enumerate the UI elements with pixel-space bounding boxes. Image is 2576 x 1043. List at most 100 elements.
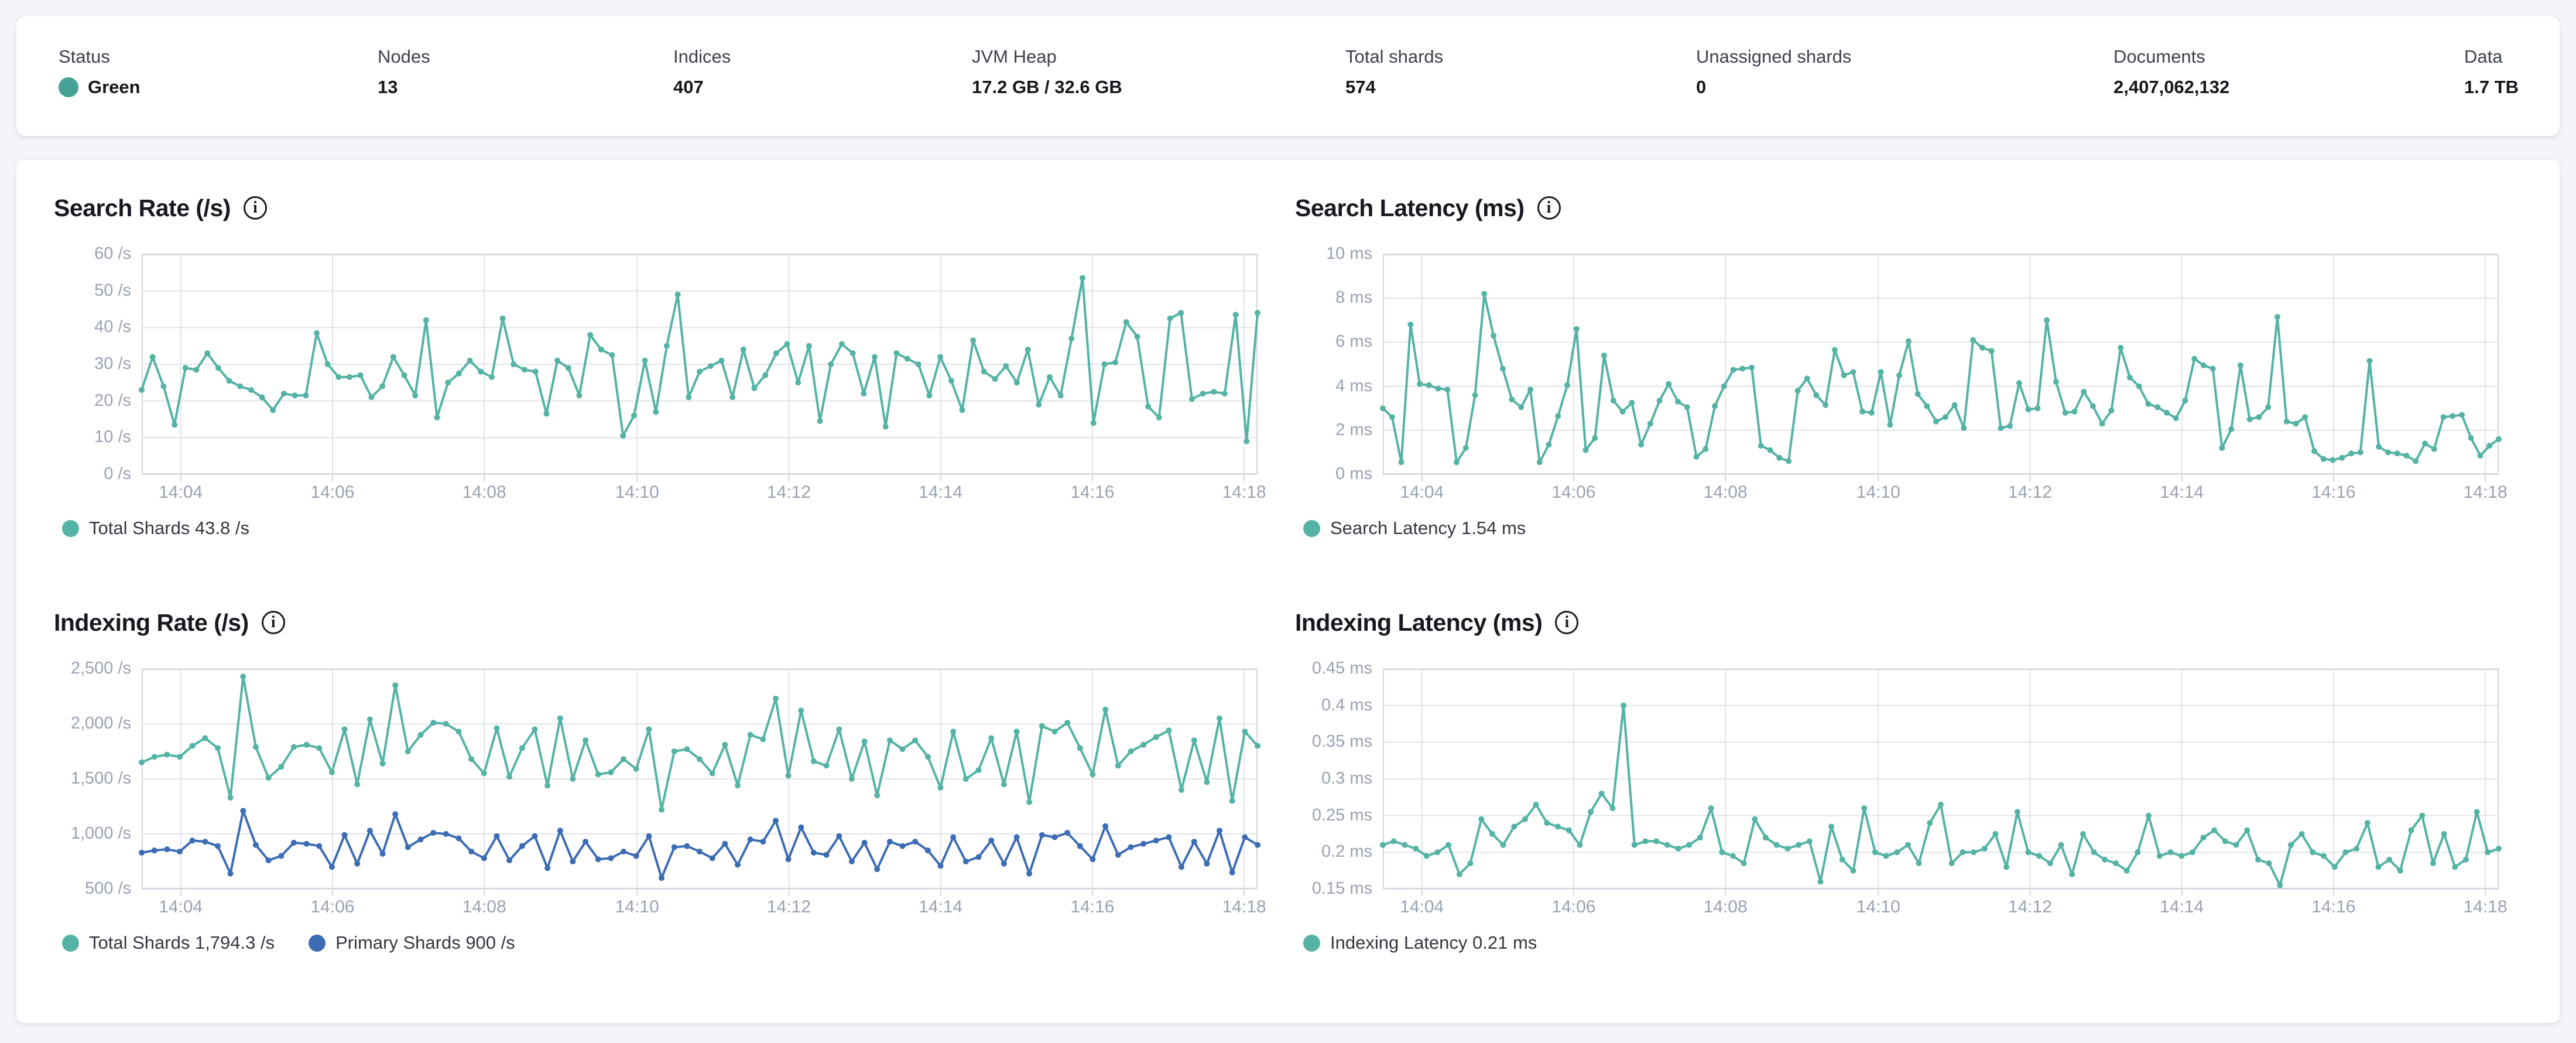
x-axis-label: 14:12 (2008, 897, 2053, 917)
x-axis-label: 14:10 (615, 483, 659, 502)
x-axis-label: 14:18 (1222, 897, 1266, 917)
legend-item-indexing-latency[interactable]: Indexing Latency 0.21 ms (1303, 932, 1537, 953)
y-axis-label: 30 /s (94, 354, 131, 373)
y-axis-label: 8 ms (1335, 288, 1372, 307)
metrics-panel: Search Rate (/s) i 0 /s 10 /s 20 /s 30 /s 40… (16, 160, 2560, 1023)
y-axis-label: 1,500 /s (70, 768, 131, 788)
y-axis-label: 0.35 ms (1311, 732, 1372, 751)
stat-value: 407 (673, 76, 731, 98)
stat-label: Total shards (1345, 46, 1444, 67)
x-axis-label: 14:04 (159, 897, 203, 917)
chart-plot[interactable] (1380, 668, 2502, 896)
legend-item-search-latency[interactable]: Search Latency 1.54 ms (1303, 518, 1526, 539)
y-axis-label: 0.3 ms (1321, 768, 1372, 788)
chart-title: Search Latency (ms) (1295, 194, 1525, 221)
legend-item-primary-shards[interactable]: Primary Shards 900 /s (309, 932, 515, 953)
stat-value-text: 0 (1696, 77, 1707, 97)
chart-title: Search Rate (/s) (54, 194, 231, 221)
legend-series-label: Search Latency 1.54 ms (1330, 518, 1526, 538)
chart-plot[interactable] (1380, 254, 2502, 481)
legend-series-dot (309, 934, 326, 952)
stat-value: 2,407,062,132 (2113, 76, 2229, 98)
chart-indexing-latency: Indexing Latency (ms) i 0.15 ms 0.2 ms 0.2… (1295, 608, 2508, 953)
y-axis: 500 /s 1,000 /s 1,500 /s 2,000 /s 2,500 /s (54, 659, 142, 898)
info-icon[interactable]: i (1537, 196, 1561, 220)
stat-value-text: 13 (378, 77, 398, 97)
x-axis-label: 14:16 (1070, 897, 1115, 917)
x-axis-label: 14:08 (462, 897, 506, 917)
x-axis-label: 14:12 (766, 897, 811, 917)
y-axis-label: 6 ms (1335, 332, 1372, 351)
x-axis-label: 14:14 (919, 897, 963, 917)
y-axis-label: 0.45 ms (1311, 658, 1372, 678)
chart-legend: Total Shards 1,794.3 /s Primary Shards 90… (62, 932, 1258, 953)
y-axis-label: 500 /s (85, 878, 131, 898)
y-axis-label: 2 ms (1335, 420, 1372, 439)
stat-value-text: 2,407,062,132 (2113, 77, 2230, 97)
x-axis-label: 14:18 (1222, 483, 1266, 502)
y-axis-label: 2,500 /s (70, 658, 131, 678)
chart-plot[interactable] (139, 254, 1260, 481)
legend-series-label: Indexing Latency 0.21 ms (1330, 932, 1537, 953)
stat-value: 1.7 TB (2464, 76, 2519, 98)
stat-indices: Indices 407 (673, 46, 731, 98)
legend-item-total-shards[interactable]: Total Shards 1,794.3 /s (62, 932, 275, 953)
chart-plot[interactable] (139, 668, 1260, 896)
x-axis-label: 14:04 (1400, 897, 1444, 917)
y-axis-label: 4 ms (1335, 376, 1372, 395)
stat-unassigned-shards: Unassigned shards 0 (1696, 46, 1851, 98)
x-axis-label: 14:10 (1856, 897, 1900, 917)
x-axis-label: 14:08 (1703, 897, 1748, 917)
x-axis: 14:04 14:06 14:08 14:10 14:12 14:14 14:16 14:18 (1383, 474, 2508, 502)
info-icon[interactable]: i (261, 611, 285, 634)
chart-legend: Search Latency 1.54 ms (1303, 518, 2499, 539)
y-axis-label: 60 /s (94, 244, 131, 263)
x-axis-label: 14:18 (2463, 897, 2508, 917)
x-axis-label: 14:16 (1070, 483, 1115, 502)
stat-value: 17.2 GB / 32.6 GB (972, 76, 1122, 98)
chart-search-latency: Search Latency (ms) i 0 ms 2 ms 4 ms 6 ms 8 … (1295, 193, 2508, 539)
y-axis-label: 0.2 ms (1321, 842, 1372, 861)
x-axis-label: 14:12 (766, 483, 811, 502)
x-axis-label: 14:06 (310, 897, 355, 917)
x-axis-label: 14:14 (2160, 897, 2204, 917)
cluster-status-bar: Status Green Nodes 13 Indices 407 JVM Heap 17.2… (16, 16, 2560, 136)
legend-series-dot (1303, 934, 1320, 952)
stat-label: Documents (2113, 46, 2205, 67)
x-axis-label: 14:18 (2463, 483, 2508, 502)
y-axis-label: 2,000 /s (70, 713, 131, 733)
x-axis-label: 14:14 (919, 483, 963, 502)
y-axis-label: 0.4 ms (1321, 695, 1372, 714)
chart-title: Indexing Rate (/s) (54, 609, 249, 636)
stat-value-text: 17.2 GB / 32.6 GB (972, 77, 1122, 97)
y-axis: 0 ms 2 ms 4 ms 6 ms 8 ms 10 ms (1295, 244, 1383, 483)
stat-nodes: Nodes 13 (378, 46, 430, 98)
x-axis-label: 14:04 (159, 483, 203, 502)
stat-label: JVM Heap (972, 46, 1057, 67)
stat-documents: Documents 2,407,062,132 (2113, 46, 2229, 98)
stat-jvm-heap: JVM Heap 17.2 GB / 32.6 GB (972, 46, 1122, 98)
x-axis-label: 14:08 (1703, 483, 1748, 502)
stat-value: Green (59, 76, 141, 98)
legend-series-dot (62, 519, 79, 537)
y-axis-label: 1,000 /s (70, 823, 131, 843)
legend-series-dot (1303, 519, 1320, 537)
x-axis-label: 14:16 (2311, 897, 2356, 917)
chart-legend: Indexing Latency 0.21 ms (1303, 932, 2499, 953)
y-axis: 0.15 ms 0.2 ms 0.25 ms 0.3 ms 0.35 ms 0.4 ms 0… (1295, 659, 1383, 898)
legend-series-label: Total Shards 1,794.3 /s (89, 932, 275, 953)
charts-grid: Search Rate (/s) i 0 /s 10 /s 20 /s 30 /s 40… (16, 160, 2560, 953)
x-axis-label: 14:06 (1551, 897, 1596, 917)
x-axis-label: 14:14 (2160, 483, 2204, 502)
x-axis-label: 14:08 (462, 483, 506, 502)
legend-item-total-shards[interactable]: Total Shards 43.8 /s (62, 518, 249, 539)
y-axis-label: 40 /s (94, 317, 131, 337)
y-axis-label: 0 ms (1335, 464, 1372, 483)
stat-value-text: 1.7 TB (2464, 77, 2519, 97)
info-icon[interactable]: i (243, 196, 267, 220)
info-icon[interactable]: i (1555, 611, 1579, 634)
x-axis: 14:04 14:06 14:08 14:10 14:12 14:14 14:16 14:18 (142, 889, 1266, 917)
y-axis-label: 10 ms (1326, 244, 1372, 263)
chart-legend: Total Shards 43.8 /s (62, 518, 1258, 539)
stat-value: 13 (378, 76, 430, 98)
